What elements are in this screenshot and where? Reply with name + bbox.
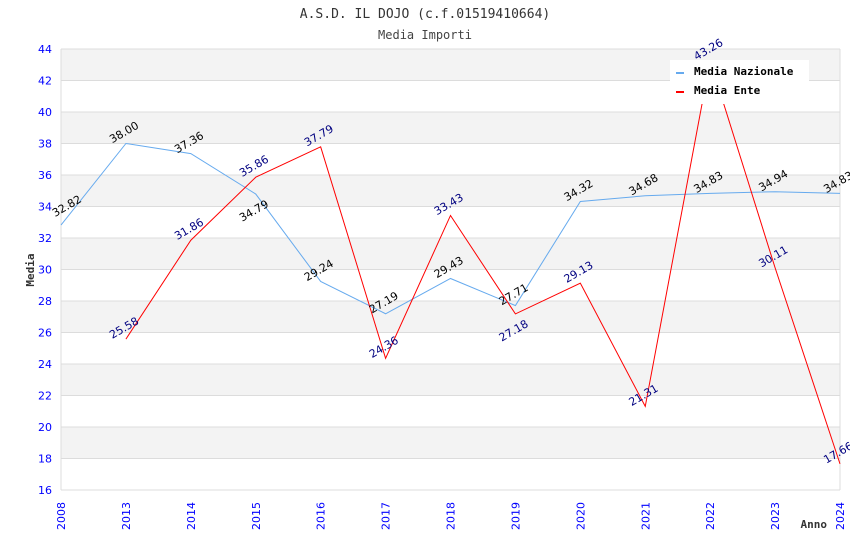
y-tick-label: 18 [38,453,52,466]
x-tick-label: 2022 [704,502,717,530]
y-axis-label: Media [24,253,37,286]
x-axis-label: Anno [801,518,828,531]
series-line-nazionale [60,142,841,315]
grid-band [61,301,840,333]
legend-swatch-ente [676,91,684,93]
x-tick-label: 2023 [769,502,782,530]
x-tick-label: 2017 [380,502,393,530]
chart-subtitle: Media Importi [378,28,472,42]
y-tick-label: 24 [38,358,52,371]
x-tick-label: 2016 [315,502,328,530]
legend-box [670,60,809,104]
y-tick-label: 20 [38,421,52,434]
grid-band [61,238,840,270]
y-tick-label: 28 [38,295,52,308]
y-tick-label: 36 [38,169,52,182]
y-tick-label: 32 [38,232,52,245]
y-tick-label: 38 [38,138,52,151]
x-tick-label: 2024 [834,502,847,530]
y-tick-label: 22 [38,390,52,403]
x-tick-label: 2013 [120,502,133,530]
grid-band [61,112,840,144]
grid-band [61,364,840,396]
legend: Media Nazionale Media Ente [670,60,809,104]
x-tick-label: 2014 [185,502,198,530]
y-tick-label: 42 [38,75,52,88]
y-tick-label: 40 [38,106,52,119]
x-tick-label: 2008 [55,502,68,530]
grid-band [61,427,840,459]
legend-label-ente: Media Ente [694,84,761,97]
y-tick-label: 30 [38,264,52,277]
x-tick-label: 2015 [250,502,263,530]
data-label: 24.36 [367,334,401,361]
legend-swatch-nazionale [676,72,684,74]
x-tick-label: 2018 [445,502,458,530]
x-tick-label: 2020 [574,502,587,530]
y-tick-label: 26 [38,327,52,340]
legend-label-nazionale: Media Nazionale [694,65,794,78]
x-tick-label: 2019 [509,502,522,530]
y-tick-label: 16 [38,484,52,497]
chart-title: A.S.D. IL DOJO (c.f.01519410664) [300,7,550,22]
y-tick-label: 34 [38,201,52,214]
grid-band [61,175,840,207]
y-tick-label: 44 [38,43,52,56]
x-tick-label: 2021 [639,502,652,530]
